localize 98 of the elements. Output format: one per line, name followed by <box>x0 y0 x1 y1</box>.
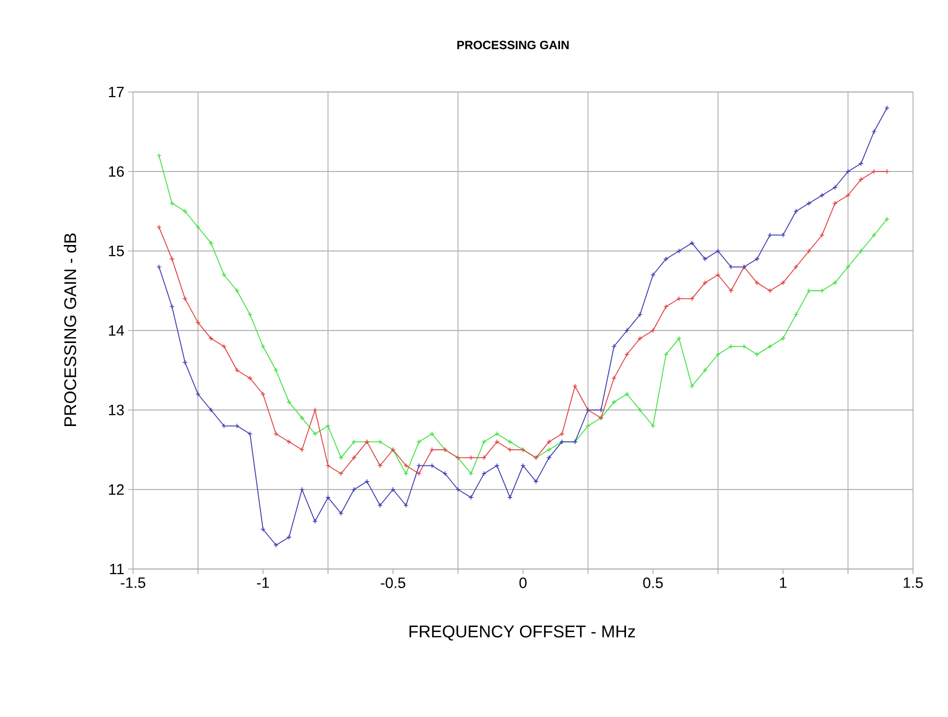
point <box>780 336 786 342</box>
y-tick-label: 16 <box>109 166 124 177</box>
point <box>507 494 513 500</box>
point <box>234 423 240 428</box>
y-tick-label: 11 <box>110 564 124 574</box>
point <box>767 344 773 349</box>
point <box>169 256 175 262</box>
x-tick-label: -1.5 <box>120 578 146 588</box>
point <box>858 248 864 254</box>
point <box>208 240 214 246</box>
point <box>819 232 825 238</box>
point <box>624 328 630 334</box>
point <box>286 399 292 405</box>
point <box>780 232 786 238</box>
x-tick-label: 1 <box>780 578 786 588</box>
point <box>858 160 864 166</box>
x-tick-label: 1.5 <box>904 578 923 588</box>
point <box>689 384 695 389</box>
point <box>858 176 864 182</box>
point <box>585 423 591 428</box>
point <box>195 224 201 230</box>
point <box>468 494 474 500</box>
point <box>676 336 682 342</box>
point <box>845 168 851 174</box>
y-tick-label: 15 <box>109 246 124 256</box>
point <box>351 486 357 492</box>
point <box>299 415 305 421</box>
point <box>403 471 409 476</box>
point <box>208 407 214 413</box>
point <box>195 392 201 397</box>
point <box>429 463 435 468</box>
point <box>637 312 643 318</box>
point <box>364 478 370 484</box>
point <box>637 336 643 342</box>
point <box>221 423 227 428</box>
point <box>533 478 539 484</box>
point <box>689 240 695 246</box>
point <box>442 471 448 476</box>
y-axis-title: PROCESSING GAIN - dB <box>64 233 76 426</box>
point <box>403 463 409 468</box>
point <box>754 256 760 262</box>
x-tick-label: 0 <box>519 578 527 588</box>
point <box>728 264 734 270</box>
point <box>390 486 396 492</box>
point <box>195 320 201 326</box>
point <box>403 502 409 508</box>
point <box>416 463 422 468</box>
point <box>208 336 214 342</box>
point <box>273 542 279 548</box>
point <box>702 256 708 262</box>
point <box>377 463 383 468</box>
point <box>832 184 838 190</box>
point <box>624 392 630 397</box>
chart-title: PROCESSING GAIN <box>457 40 569 50</box>
point <box>650 423 656 428</box>
x-tick-label: 0.5 <box>643 578 663 588</box>
point <box>806 248 812 254</box>
y-tick-label: 13 <box>109 404 124 416</box>
point <box>455 486 461 492</box>
point <box>468 471 474 476</box>
point <box>169 304 175 310</box>
point <box>767 232 773 238</box>
point <box>312 407 318 413</box>
x-tick-label: -0.5 <box>380 578 406 588</box>
point <box>793 264 799 270</box>
point <box>611 344 617 349</box>
point <box>221 344 227 349</box>
point <box>728 344 734 349</box>
point <box>247 312 253 318</box>
point <box>260 392 266 397</box>
point <box>338 471 344 476</box>
y-tick-label: 17 <box>109 86 124 98</box>
point <box>416 471 422 476</box>
point <box>871 232 877 238</box>
point <box>650 328 656 334</box>
point <box>637 407 643 413</box>
point <box>572 384 578 389</box>
y-tick-label: 14 <box>109 325 124 336</box>
point <box>299 486 305 492</box>
point <box>325 494 331 500</box>
point <box>377 502 383 508</box>
point <box>325 463 331 468</box>
point <box>676 248 682 254</box>
x-axis-title: FREQUENCY OFFSET - MHz <box>410 625 636 641</box>
point <box>715 248 721 254</box>
x-tick-label: -1 <box>257 578 269 588</box>
point <box>663 304 669 310</box>
point <box>793 312 799 318</box>
point <box>481 471 487 476</box>
point <box>845 264 851 270</box>
point <box>663 256 669 262</box>
point <box>611 399 617 405</box>
point <box>520 463 526 468</box>
point <box>741 344 747 349</box>
point <box>260 344 266 349</box>
y-tick-label: 12 <box>109 484 124 495</box>
point <box>325 423 331 428</box>
point <box>494 463 500 468</box>
